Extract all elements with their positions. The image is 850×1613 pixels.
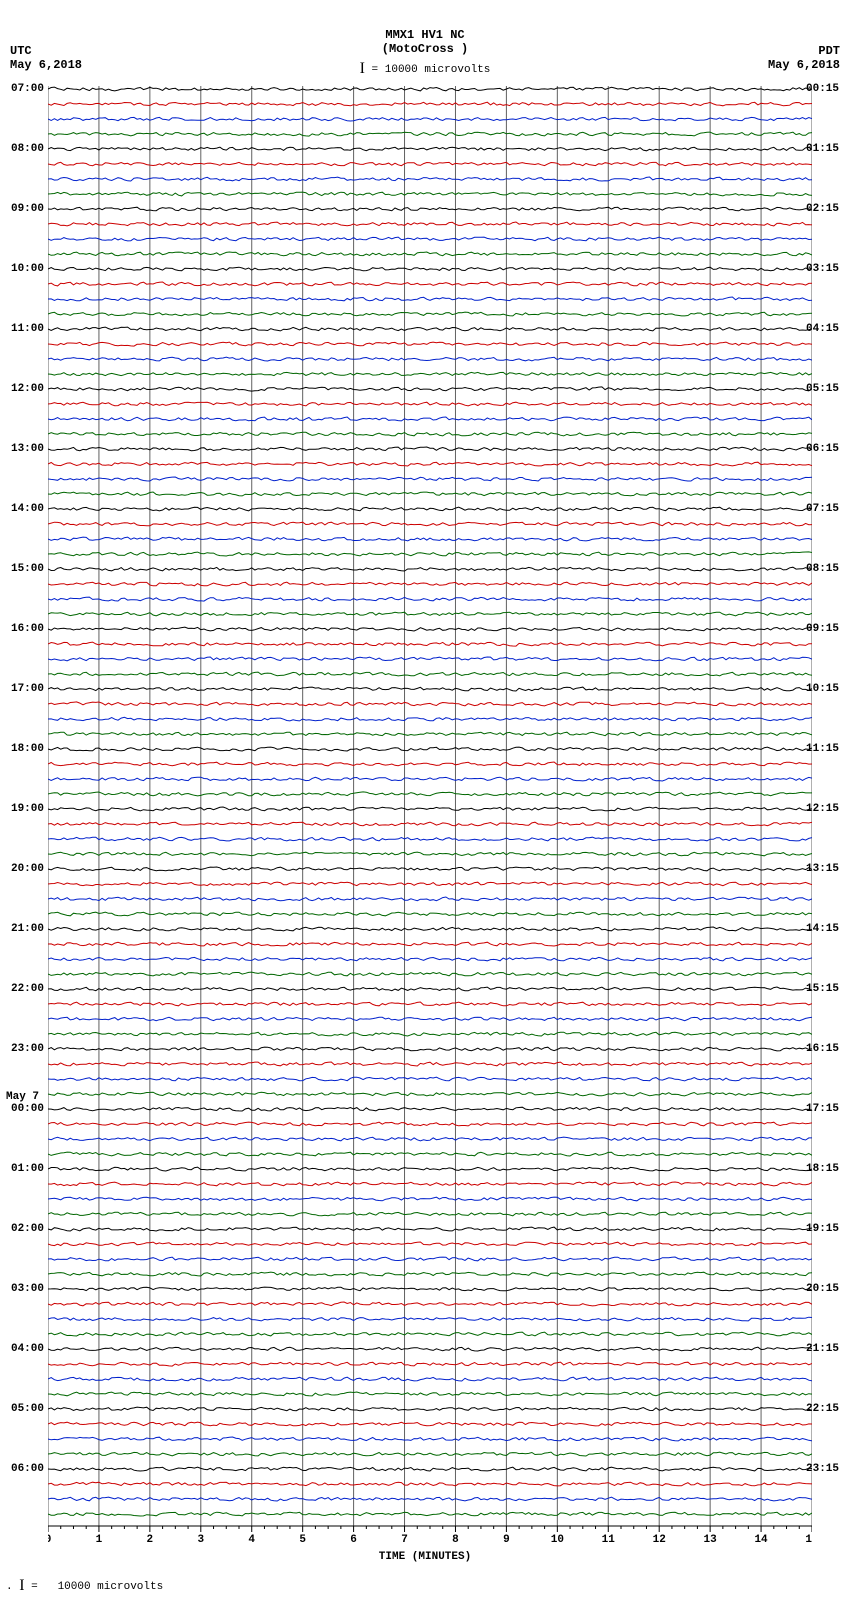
scale-indicator: I = 10000 microvolts xyxy=(0,60,850,78)
left-hour-label: 22:00 xyxy=(11,983,44,995)
left-hour-label: 06:00 xyxy=(11,1463,44,1475)
footer-scale-value: 10000 microvolts xyxy=(58,1581,164,1593)
left-hour-label: 02:00 xyxy=(11,1223,44,1235)
tz-left-block: UTC May 6,2018 xyxy=(10,44,82,72)
left-hour-label: 17:00 xyxy=(11,683,44,695)
svg-text:3: 3 xyxy=(197,1534,204,1546)
left-hour-label: 12:00 xyxy=(11,383,44,395)
day-change-label: May 7 xyxy=(6,1091,39,1103)
svg-text:1: 1 xyxy=(96,1534,103,1546)
footer-scale-tick: . xyxy=(6,1581,13,1593)
seismogram-plot: 0123456789101112131415 xyxy=(48,86,812,1526)
tz-left-date: May 6,2018 xyxy=(10,58,82,72)
svg-text:15: 15 xyxy=(805,1534,812,1546)
left-hour-label: 10:00 xyxy=(11,263,44,275)
left-hour-label: 23:00 xyxy=(11,1043,44,1055)
left-hour-label: 01:00 xyxy=(11,1163,44,1175)
left-hour-label: 05:00 xyxy=(11,1403,44,1415)
svg-text:11: 11 xyxy=(602,1534,616,1546)
footer-scale-eq: = xyxy=(31,1581,51,1593)
left-time-labels: 07:00 08:00 09:00 10:00 11:00 12:00 13:00 14:00… xyxy=(0,86,46,1526)
svg-text:4: 4 xyxy=(248,1534,255,1546)
x-axis-label: TIME (MINUTES) xyxy=(0,1551,850,1563)
left-hour-label: 03:00 xyxy=(11,1283,44,1295)
svg-text:12: 12 xyxy=(653,1534,666,1546)
left-hour-label: 19:00 xyxy=(11,803,44,815)
footer-scale-bar-icon: I xyxy=(19,1577,24,1595)
left-hour-label: 20:00 xyxy=(11,863,44,875)
scale-value: 10000 microvolts xyxy=(385,64,491,76)
left-hour-label: 11:00 xyxy=(11,323,44,335)
left-hour-label: 04:00 xyxy=(11,1343,44,1355)
left-hour-label: 07:00 xyxy=(11,83,44,95)
scale-bar-icon: I xyxy=(360,60,365,78)
left-hour-label: 08:00 xyxy=(11,143,44,155)
svg-text:6: 6 xyxy=(350,1534,357,1546)
svg-text:7: 7 xyxy=(401,1534,408,1546)
svg-text:10: 10 xyxy=(551,1534,564,1546)
tz-right-name: PDT xyxy=(768,44,840,58)
svg-text:13: 13 xyxy=(704,1534,718,1546)
footer-scale: . I = 10000 microvolts xyxy=(6,1577,163,1595)
left-hour-label: 18:00 xyxy=(11,743,44,755)
left-hour-label: 13:00 xyxy=(11,443,44,455)
left-hour-label: 16:00 xyxy=(11,623,44,635)
left-hour-label: 15:00 xyxy=(11,563,44,575)
station-title: MMX1 HV1 NC xyxy=(0,28,850,42)
svg-text:8: 8 xyxy=(452,1534,459,1546)
seismogram-page: MMX1 HV1 NC (MotoCross ) I = 10000 micro… xyxy=(0,0,850,1613)
station-subtitle: (MotoCross ) xyxy=(0,42,850,56)
svg-text:9: 9 xyxy=(503,1534,510,1546)
plot-svg: 0123456789101112131415 xyxy=(48,86,812,1548)
svg-text:5: 5 xyxy=(299,1534,306,1546)
svg-text:2: 2 xyxy=(147,1534,154,1546)
svg-text:14: 14 xyxy=(754,1534,768,1546)
left-hour-label: 09:00 xyxy=(11,203,44,215)
left-hour-label: 14:00 xyxy=(11,503,44,515)
left-hour-label: 00:00 xyxy=(11,1103,44,1115)
tz-right-block: PDT May 6,2018 xyxy=(768,44,840,72)
tz-right-date: May 6,2018 xyxy=(768,58,840,72)
left-hour-label: 21:00 xyxy=(11,923,44,935)
tz-left-name: UTC xyxy=(10,44,82,58)
svg-text:0: 0 xyxy=(48,1534,51,1546)
scale-eq: = xyxy=(372,64,385,76)
